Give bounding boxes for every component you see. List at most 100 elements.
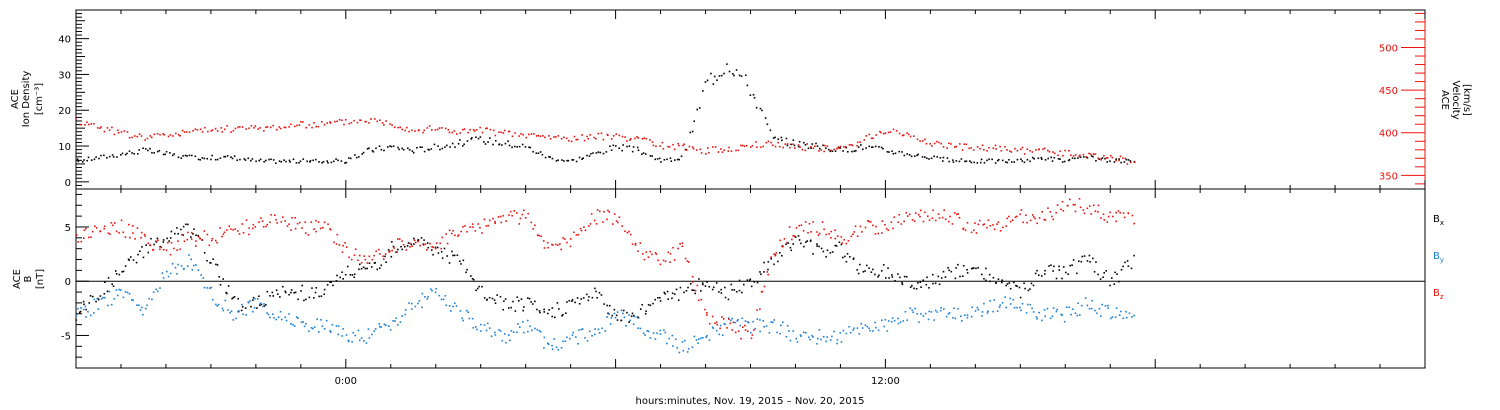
data-point <box>615 220 618 222</box>
data-point <box>802 141 805 144</box>
data-point <box>301 284 304 287</box>
data-point <box>496 294 499 296</box>
data-point <box>417 302 419 305</box>
data-point <box>1048 150 1051 153</box>
data-point <box>300 290 302 292</box>
data-point <box>526 297 529 299</box>
data-point <box>925 142 928 145</box>
data-point <box>948 269 950 272</box>
data-point <box>600 132 603 135</box>
data-point <box>834 244 837 247</box>
data-point <box>409 246 411 248</box>
data-point <box>159 287 161 289</box>
data-point <box>699 148 702 151</box>
data-point <box>379 267 381 269</box>
data-point <box>701 282 704 284</box>
data-point <box>560 248 562 251</box>
data-point <box>116 156 118 158</box>
data-point <box>480 323 482 326</box>
data-point <box>882 147 884 150</box>
data-point <box>494 134 497 137</box>
data-point <box>449 310 452 312</box>
data-point <box>874 233 877 235</box>
data-point <box>818 245 820 248</box>
data-point <box>994 144 997 147</box>
data-point <box>720 74 723 77</box>
data-point <box>855 150 857 152</box>
data-point <box>408 242 411 244</box>
data-point <box>621 135 624 138</box>
data-point <box>1061 277 1063 280</box>
data-point <box>1029 303 1032 306</box>
data-point <box>904 310 907 313</box>
data-point <box>960 158 963 160</box>
data-point <box>77 307 79 310</box>
data-point <box>706 147 709 149</box>
data-point <box>265 126 267 129</box>
data-point <box>652 302 654 305</box>
data-point <box>413 237 415 240</box>
data-point <box>629 233 632 236</box>
data-point <box>481 131 484 134</box>
data-point <box>938 283 941 286</box>
data-point <box>642 152 645 154</box>
data-point <box>432 253 434 256</box>
data-point <box>883 325 885 328</box>
data-point <box>989 280 991 283</box>
data-point <box>1031 151 1034 153</box>
data-point <box>1032 216 1035 218</box>
data-point <box>508 144 511 147</box>
data-point <box>190 238 193 240</box>
data-point <box>1063 320 1066 323</box>
data-point <box>1047 207 1049 209</box>
data-point <box>362 151 365 154</box>
data-point <box>913 220 916 222</box>
data-point <box>269 316 271 319</box>
data-point <box>308 124 311 126</box>
data-point <box>134 135 136 137</box>
data-point <box>706 314 708 316</box>
data-point <box>1126 260 1129 262</box>
data-point <box>608 313 610 315</box>
data-point <box>795 227 798 229</box>
data-point <box>1058 265 1060 268</box>
data-point <box>111 126 113 129</box>
data-point <box>780 324 782 327</box>
data-point <box>948 142 950 145</box>
data-point <box>1015 284 1017 287</box>
data-point <box>1078 155 1080 158</box>
data-point <box>726 63 728 65</box>
data-point <box>242 231 245 234</box>
data-point <box>744 329 747 331</box>
data-point <box>265 225 267 228</box>
data-point <box>641 253 644 255</box>
data-point <box>315 125 317 128</box>
data-point <box>643 258 646 261</box>
data-point <box>290 291 292 294</box>
data-point <box>252 299 254 301</box>
data-point <box>263 160 265 163</box>
data-point <box>779 332 781 335</box>
data-point <box>700 152 703 154</box>
data-point <box>1036 269 1038 272</box>
data-point <box>336 233 339 236</box>
data-point <box>162 248 165 251</box>
data-point <box>1122 157 1124 160</box>
data-point <box>561 159 563 161</box>
data-point <box>924 138 926 141</box>
data-point <box>574 301 576 304</box>
data-point <box>932 282 934 285</box>
data-point <box>477 137 480 140</box>
data-point <box>1079 206 1082 209</box>
data-point <box>806 143 808 145</box>
data-point <box>615 145 617 147</box>
data-point <box>909 135 912 138</box>
data-point <box>1020 158 1022 160</box>
data-point <box>1090 213 1092 215</box>
data-point <box>305 322 307 325</box>
data-point <box>223 128 226 131</box>
data-point <box>1092 155 1094 158</box>
data-point <box>767 273 770 276</box>
data-point <box>678 158 680 161</box>
data-point <box>146 304 148 307</box>
